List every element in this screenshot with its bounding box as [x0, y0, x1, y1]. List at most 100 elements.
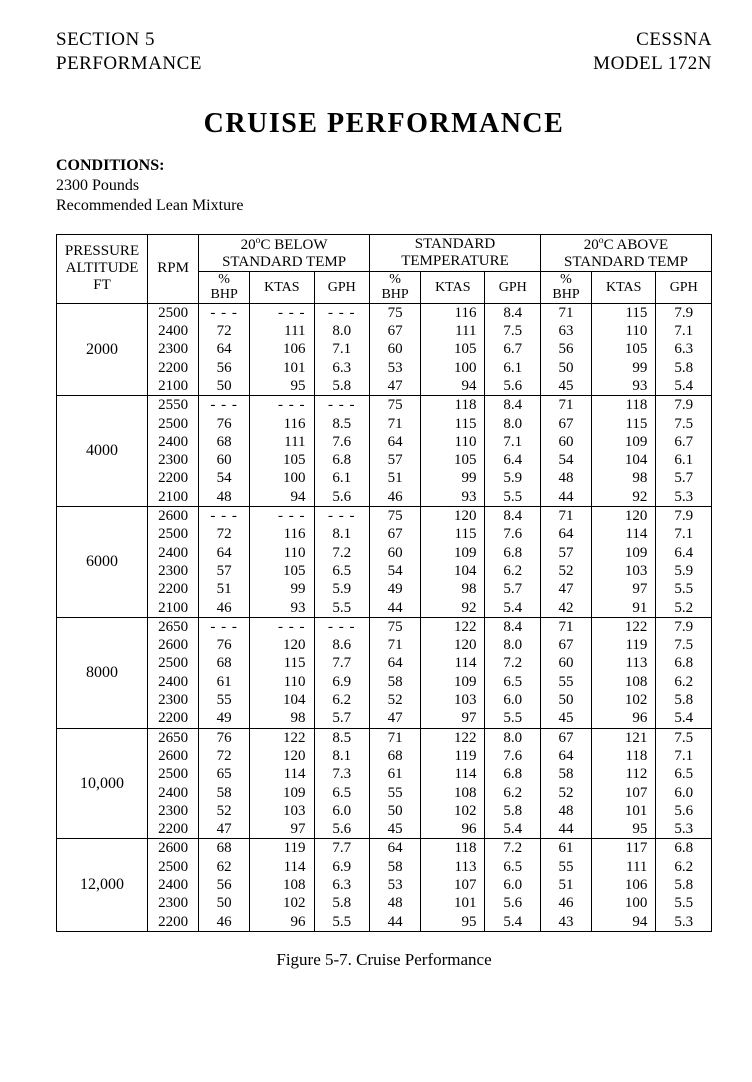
- cell-value: 5.8: [315, 894, 370, 912]
- cell-value: 95: [592, 820, 655, 838]
- data-cell-a_bhp: 716760544844: [540, 396, 591, 507]
- cell-value: 61: [541, 839, 591, 857]
- cell-value: 6.2: [315, 691, 370, 709]
- data-cell-a_ktas: 12111811210710195: [592, 728, 656, 839]
- table-row: 4000255025002400230022002100- - -7668605…: [57, 396, 712, 507]
- cell-value: 7.6: [315, 433, 370, 451]
- subhead-below-gph: GPH: [314, 272, 370, 304]
- cell-value: - - -: [315, 396, 370, 414]
- cell-value: 5.8: [656, 691, 711, 709]
- cell-value: 120: [250, 747, 313, 765]
- cell-value: 118: [592, 396, 655, 414]
- cell-value: 57: [541, 544, 591, 562]
- table-header: PRESSURE ALTITUDE FT RPM 20oC BELOWSTAND…: [57, 234, 712, 303]
- cell-value: 91: [592, 599, 655, 617]
- cell-value: 93: [421, 488, 484, 506]
- table-row: 10,0002650260025002400230022007672655852…: [57, 728, 712, 839]
- cell-value: 2400: [148, 673, 198, 691]
- cell-value: 5.5: [656, 580, 711, 598]
- cell-value: 6.8: [656, 839, 711, 857]
- cell-value: 2200: [148, 913, 198, 931]
- cell-value: 100: [250, 469, 313, 487]
- cell-value: 2100: [148, 599, 198, 617]
- cell-value: 67: [370, 525, 420, 543]
- cell-value: 7.2: [315, 544, 370, 562]
- cell-value: 6.0: [315, 802, 370, 820]
- cell-value: 67: [370, 322, 420, 340]
- cell-value: 101: [250, 359, 313, 377]
- cell-value: 105: [421, 340, 484, 358]
- table-row: 6000260025002400230022002100- - -7264575…: [57, 507, 712, 618]
- cell-value: 2300: [148, 894, 198, 912]
- cell-value: 2300: [148, 451, 198, 469]
- cell-value: 50: [199, 894, 249, 912]
- cell-value: 2100: [148, 488, 198, 506]
- data-cell-a_bhp: 716457524742: [540, 507, 591, 618]
- cell-value: 115: [592, 415, 655, 433]
- cell-value: 118: [421, 396, 484, 414]
- cell-value: 6.8: [485, 544, 540, 562]
- cell-value: 58: [199, 784, 249, 802]
- cell-value: 102: [250, 894, 313, 912]
- cell-value: 121: [592, 729, 655, 747]
- cell-value: 2200: [148, 359, 198, 377]
- cell-value: 8.1: [315, 525, 370, 543]
- cell-value: 5.8: [656, 359, 711, 377]
- cell-value: 119: [250, 839, 313, 857]
- cell-value: - - -: [250, 507, 313, 525]
- altitude-cell: 12,000: [57, 839, 148, 931]
- data-cell-b_bhp: 767265585247: [199, 728, 250, 839]
- cell-value: 94: [250, 488, 313, 506]
- cell-value: 47: [370, 377, 420, 395]
- cell-value: 101: [592, 802, 655, 820]
- data-cell-a_ktas: 12211911310810296: [592, 617, 656, 728]
- cell-value: 119: [592, 636, 655, 654]
- cell-value: 5.3: [656, 488, 711, 506]
- cell-value: 2600: [148, 507, 198, 525]
- data-cell-b_bhp: - - -7668615549: [199, 617, 250, 728]
- section-number: SECTION 5: [56, 28, 202, 52]
- cell-value: 112: [592, 765, 655, 783]
- cell-value: 50: [370, 802, 420, 820]
- cell-value: - - -: [250, 304, 313, 322]
- col-group-std: STANDARDTEMPERATURE: [370, 234, 541, 272]
- cell-value: 101: [421, 894, 484, 912]
- cell-value: 7.2: [485, 839, 540, 857]
- cell-value: 71: [541, 304, 591, 322]
- cell-value: 2400: [148, 322, 198, 340]
- cell-value: 52: [199, 802, 249, 820]
- cell-value: 58: [370, 673, 420, 691]
- cell-value: 110: [250, 544, 313, 562]
- cell-value: 105: [250, 451, 313, 469]
- cell-value: 55: [199, 691, 249, 709]
- cell-value: 96: [250, 913, 313, 931]
- cell-value: 100: [592, 894, 655, 912]
- cell-value: 72: [199, 525, 249, 543]
- cell-value: 75: [370, 618, 420, 636]
- cell-value: 51: [370, 469, 420, 487]
- cell-value: 8.0: [485, 415, 540, 433]
- cell-value: 44: [370, 599, 420, 617]
- cell-value: 2500: [148, 304, 198, 322]
- data-cell-b_ktas: 11911410810296: [250, 839, 314, 931]
- cell-value: 5.6: [485, 377, 540, 395]
- cell-value: 50: [199, 377, 249, 395]
- cell-value: 107: [421, 876, 484, 894]
- data-cell-b_ktas: 12212011410910397: [250, 728, 314, 839]
- cell-value: 7.1: [656, 525, 711, 543]
- cell-value: 7.1: [485, 433, 540, 451]
- data-cell-b_gph: - - -8.07.16.35.8: [314, 303, 370, 395]
- data-cell-b_ktas: - - -11110610195: [250, 303, 314, 395]
- cell-value: 111: [592, 858, 655, 876]
- data-cell-rpm: 265026002500240023002200: [148, 728, 199, 839]
- cell-value: 114: [421, 654, 484, 672]
- cell-value: 103: [421, 691, 484, 709]
- altitude-cell: 6000: [57, 507, 148, 618]
- data-cell-b_gph: - - -8.67.76.96.25.7: [314, 617, 370, 728]
- cell-value: 120: [421, 636, 484, 654]
- cell-value: 45: [370, 820, 420, 838]
- cell-value: 122: [421, 729, 484, 747]
- data-cell-a_bhp: 676458524844: [540, 728, 591, 839]
- altitude-cell: 8000: [57, 617, 148, 728]
- data-cell-rpm: 26002500240023002200: [148, 839, 199, 931]
